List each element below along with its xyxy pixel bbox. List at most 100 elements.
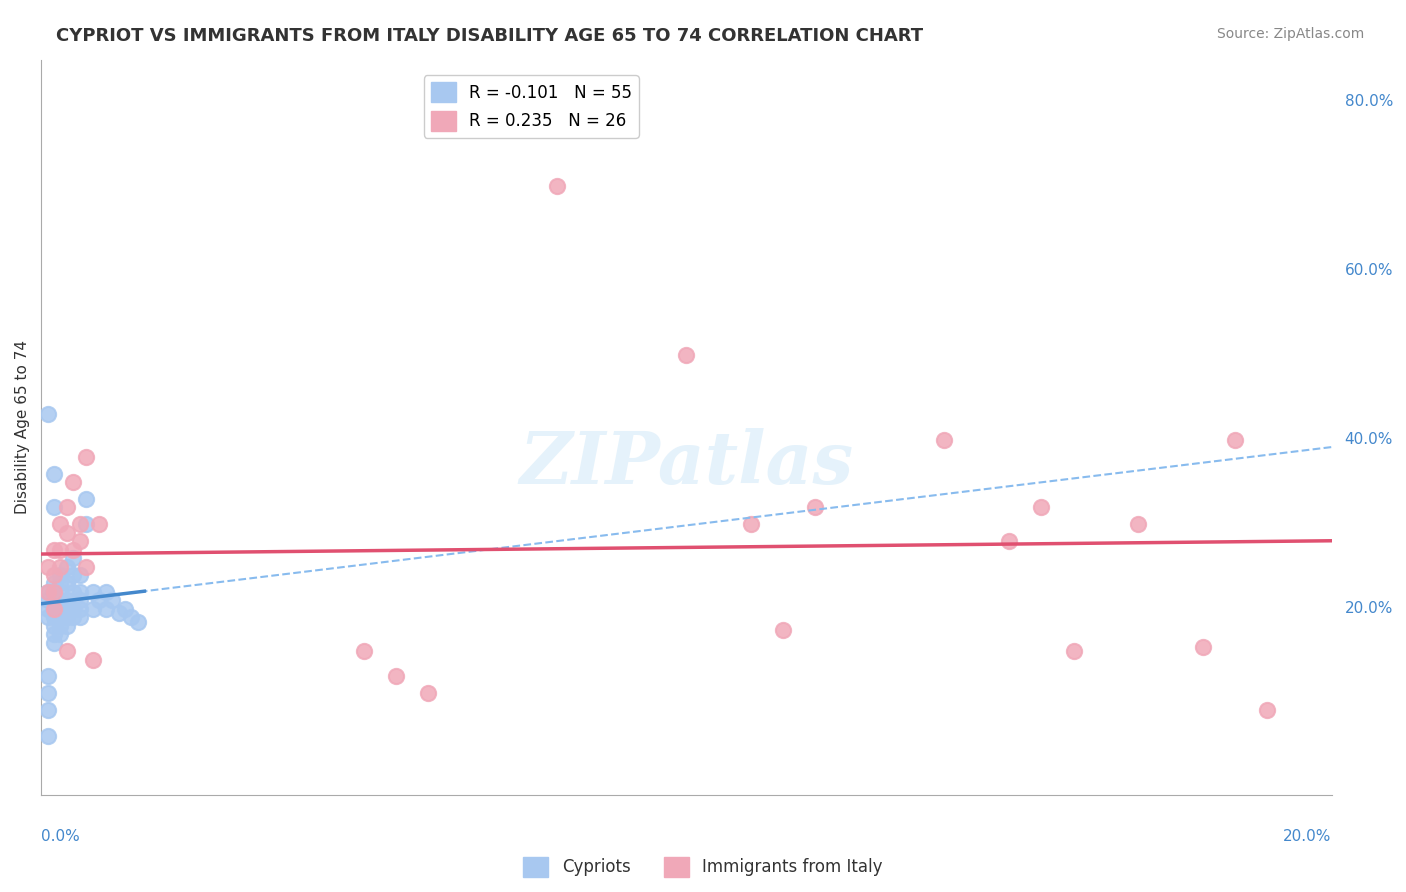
Y-axis label: Disability Age 65 to 74: Disability Age 65 to 74 (15, 340, 30, 514)
Point (62, 585, 84, 599)
Point (107, 606, 129, 620)
Point (740, 517, 762, 532)
Point (69, 610, 91, 624)
Text: 40.0%: 40.0% (1344, 433, 1393, 448)
Point (49, 593, 72, 607)
Point (69, 568, 91, 582)
Point (42, 602, 65, 616)
Point (42, 467, 65, 481)
Point (42, 585, 65, 599)
Point (56, 525, 79, 540)
Point (69, 585, 91, 599)
Legend: R = -0.101   N = 55, R = 0.235   N = 26: R = -0.101 N = 55, R = 0.235 N = 26 (425, 75, 638, 137)
Point (69, 593, 91, 607)
Text: 20.0%: 20.0% (1344, 601, 1393, 616)
Point (82, 652, 104, 666)
Point (1191, 640, 1213, 654)
Point (675, 348, 697, 362)
Point (62, 475, 84, 489)
Point (120, 610, 142, 624)
Point (37, 559, 59, 574)
Point (56, 644, 79, 658)
Point (42, 635, 65, 649)
Text: 60.0%: 60.0% (1344, 263, 1393, 278)
Point (89, 593, 111, 607)
Point (353, 644, 375, 658)
Point (42, 593, 65, 607)
Point (37, 585, 59, 599)
Point (37, 408, 59, 422)
Point (56, 619, 79, 633)
Point (1223, 433, 1246, 447)
Point (49, 517, 72, 532)
Point (49, 627, 72, 641)
Point (42, 585, 65, 599)
Legend: Cypriots, Immigrants from Italy: Cypriots, Immigrants from Italy (517, 850, 889, 884)
Point (56, 602, 79, 616)
Point (49, 576, 72, 591)
Point (75, 559, 97, 574)
Point (75, 517, 97, 532)
Point (49, 602, 72, 616)
Text: 0.0%: 0.0% (41, 829, 80, 844)
Point (82, 585, 104, 599)
Point (49, 559, 72, 574)
Point (42, 610, 65, 624)
Point (49, 585, 72, 599)
Point (75, 491, 97, 506)
Text: 20.0%: 20.0% (1284, 829, 1331, 844)
Point (1126, 517, 1149, 532)
Point (37, 585, 59, 599)
Text: Source: ZipAtlas.com: Source: ZipAtlas.com (1216, 27, 1364, 41)
Point (94, 602, 117, 616)
Point (56, 593, 79, 607)
Point (69, 517, 91, 532)
Point (94, 585, 117, 599)
Point (37, 602, 59, 616)
Point (49, 542, 72, 557)
Point (42, 619, 65, 633)
Point (385, 669, 408, 683)
Point (1063, 644, 1085, 658)
Point (804, 500, 827, 515)
Point (42, 542, 65, 557)
Point (56, 610, 79, 624)
Point (42, 627, 65, 641)
Point (37, 669, 59, 683)
Point (62, 568, 84, 582)
Point (69, 534, 91, 549)
Point (89, 517, 111, 532)
Point (49, 610, 72, 624)
Text: ZIPatlas: ZIPatlas (519, 428, 853, 500)
Point (62, 542, 84, 557)
Point (101, 593, 124, 607)
Point (49, 568, 72, 582)
Point (998, 534, 1021, 549)
Point (62, 551, 84, 566)
Text: CYPRIOT VS IMMIGRANTS FROM ITALY DISABILITY AGE 65 TO 74 CORRELATION CHART: CYPRIOT VS IMMIGRANTS FROM ITALY DISABIL… (56, 27, 924, 45)
Text: 80.0%: 80.0% (1344, 95, 1393, 110)
Point (49, 619, 72, 633)
Point (62, 610, 84, 624)
Point (62, 602, 84, 616)
Point (82, 602, 104, 616)
Point (56, 576, 79, 591)
Point (56, 500, 79, 515)
Point (56, 559, 79, 574)
Point (37, 593, 59, 607)
Point (69, 602, 91, 616)
Point (114, 602, 136, 616)
Point (42, 602, 65, 616)
Point (75, 450, 97, 464)
Point (546, 179, 568, 194)
Point (42, 500, 65, 515)
Point (127, 615, 149, 629)
Point (37, 703, 59, 717)
Point (772, 623, 794, 637)
Point (418, 686, 440, 700)
Point (1031, 500, 1053, 515)
Point (37, 686, 59, 700)
Point (37, 610, 59, 624)
Point (42, 568, 65, 582)
Point (37, 729, 59, 743)
